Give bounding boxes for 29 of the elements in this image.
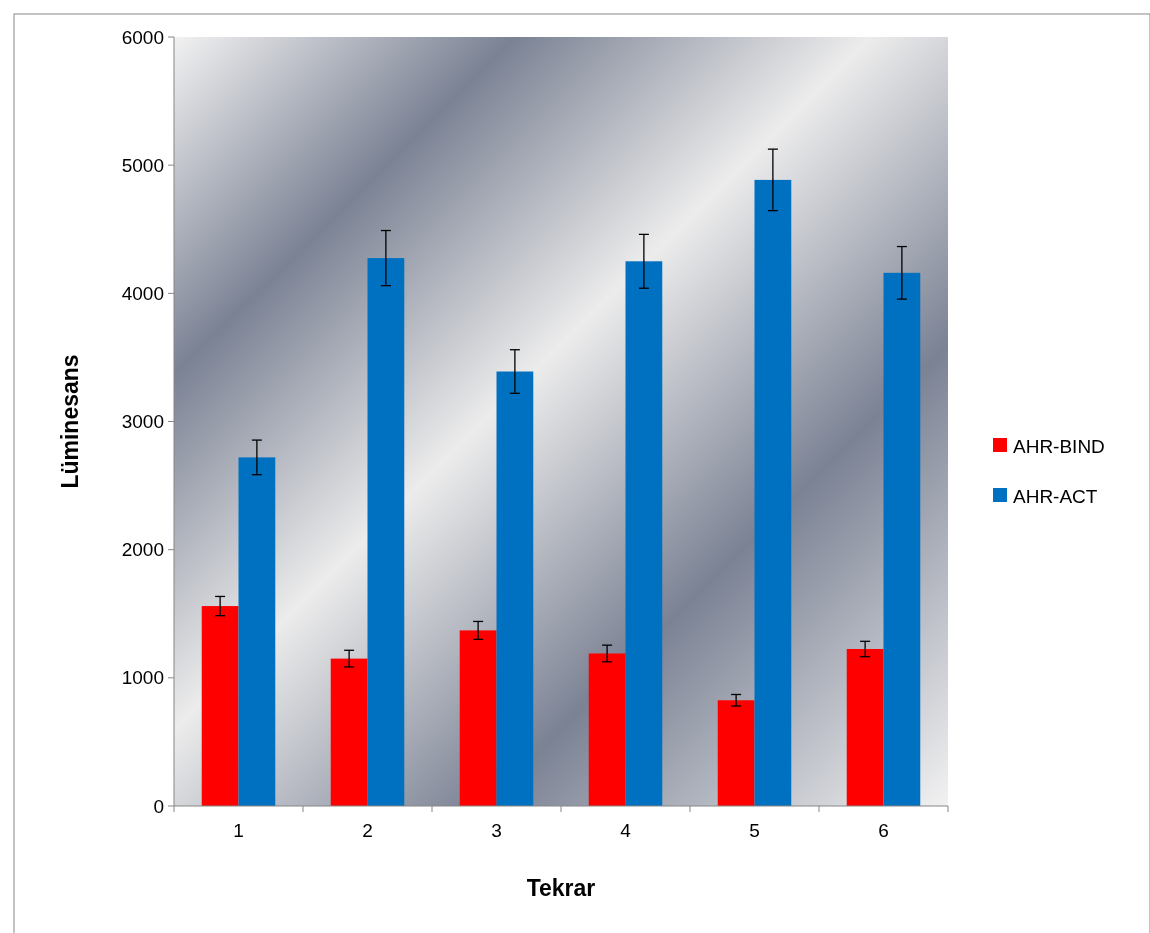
x-tick-label: 5	[749, 820, 760, 841]
bar	[883, 272, 921, 806]
y-axis-title: Lüminesans	[57, 354, 83, 489]
bar	[588, 653, 626, 806]
y-tick-label: 5000	[121, 154, 164, 176]
bar	[754, 179, 792, 806]
bar	[846, 649, 884, 806]
bar	[625, 261, 663, 806]
y-tick-label: 1000	[121, 667, 164, 689]
x-tick-label: 2	[362, 820, 373, 841]
y-tick-label: 3000	[121, 411, 164, 433]
y-tick-label: 0	[153, 795, 164, 817]
bar	[238, 457, 276, 806]
bar	[459, 630, 497, 806]
y-tick-label: 6000	[121, 26, 164, 48]
x-tick-label: 1	[233, 820, 244, 841]
legend-label: AHR-BIND	[1013, 435, 1105, 457]
x-tick-label: 6	[878, 820, 889, 841]
y-tick-label: 4000	[121, 282, 164, 304]
x-tick-label: 3	[491, 820, 502, 841]
y-tick-label: 2000	[121, 539, 164, 561]
bar	[367, 258, 405, 806]
bar	[330, 658, 368, 806]
x-axis-title: Tekrar	[526, 875, 596, 901]
bar	[717, 700, 755, 806]
legend-label: AHR-ACT	[1013, 485, 1098, 507]
bar	[496, 371, 534, 806]
bar	[201, 606, 239, 806]
x-tick-label: 4	[620, 820, 632, 841]
